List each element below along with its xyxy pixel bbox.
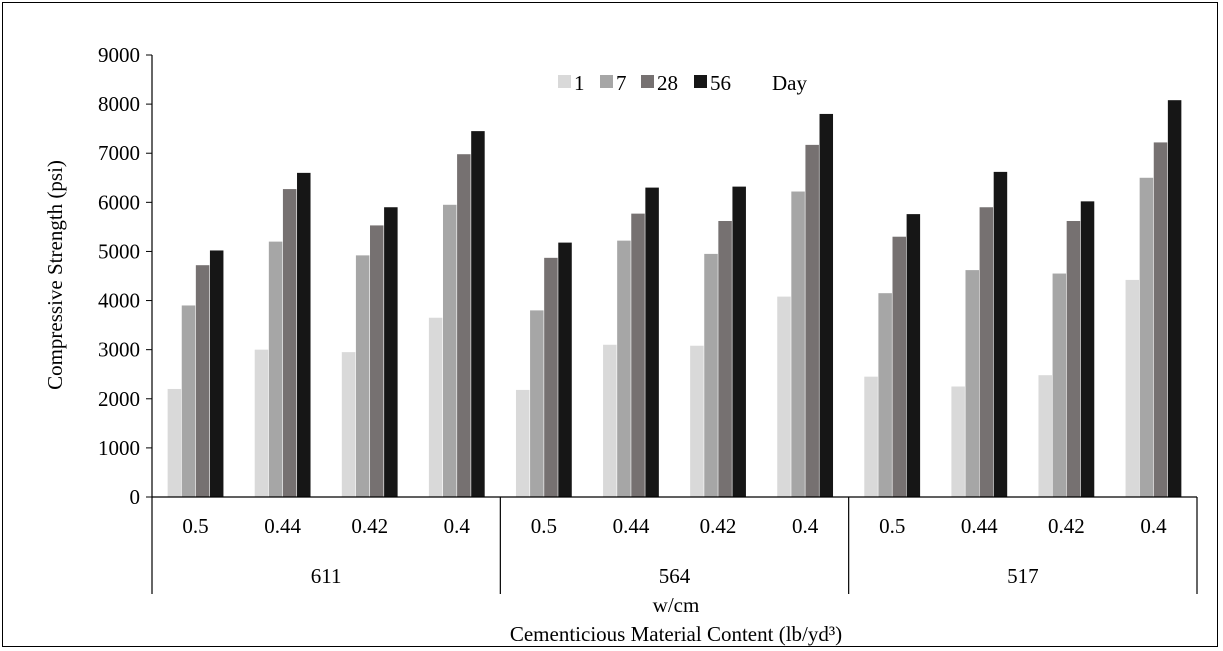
x-tick-label: 0.44: [613, 514, 650, 538]
bar-1-day: [864, 376, 878, 497]
x-tick-label: 0.4: [792, 514, 819, 538]
bar-28-day: [195, 265, 210, 497]
x-tick-label: 0.44: [961, 514, 998, 538]
x-tick-label: 0.5: [531, 514, 557, 538]
bar-56-day: [1167, 100, 1182, 497]
bar-7-day: [442, 204, 457, 498]
bar-1-day: [341, 352, 356, 497]
bar-28-day: [282, 189, 297, 497]
legend-suffix: Day: [772, 71, 807, 95]
bar-7-day: [530, 310, 544, 497]
bar-1-day: [428, 317, 443, 497]
bar-28-day: [892, 236, 907, 497]
legend: Day 1 7 28 56: [558, 71, 807, 95]
x-tick-label: 0.4: [1140, 514, 1167, 538]
bar-7-day: [181, 305, 196, 497]
bar-7-day: [704, 253, 718, 497]
x-tick-label: 0.5: [879, 514, 905, 538]
bar-28-day: [718, 220, 732, 498]
legend-swatch-28: [641, 75, 654, 88]
x-tick-label: 0.42: [1048, 514, 1085, 538]
y-tick-label: 4000: [98, 289, 140, 313]
legend-swatch-7: [600, 75, 613, 88]
x-tick-label: 0.44: [264, 514, 301, 538]
bar-1-day: [1125, 279, 1140, 497]
bar-7-day: [791, 191, 805, 498]
bar-56-day: [732, 186, 746, 497]
bar-7-day: [1139, 177, 1154, 497]
y-tick-label: 0: [130, 485, 141, 509]
bar-7-day: [965, 270, 979, 497]
bar-28-day: [544, 257, 558, 497]
bar-28-day: [1153, 142, 1168, 497]
group-label: 517: [1007, 564, 1039, 588]
legend-label-1: 1: [574, 71, 585, 95]
bar-56-day: [906, 214, 921, 497]
bar-7-day: [617, 240, 631, 497]
bar-7-day: [878, 293, 892, 497]
bar-1-day: [690, 345, 704, 497]
y-tick-label: 8000: [98, 92, 140, 116]
bar-56-day: [384, 207, 398, 497]
bar-56-day: [1080, 201, 1095, 497]
bar-56-day: [471, 131, 485, 497]
bar-1-day: [167, 388, 182, 497]
y-tick-label: 6000: [98, 190, 140, 214]
x-tick-label: 0.42: [351, 514, 388, 538]
legend-swatch-56: [694, 75, 707, 88]
bar-28-day: [1066, 220, 1081, 498]
bar-56-day: [558, 242, 572, 497]
bar-56-day: [645, 187, 659, 497]
x-tick-label: 0.5: [182, 514, 208, 538]
bar-1-day: [515, 389, 530, 497]
x-axis-label: w/cm: [653, 593, 700, 617]
bar-28-day: [979, 207, 994, 497]
bar-28-day: [370, 225, 384, 497]
bar-1-day: [777, 296, 791, 497]
bar-7-day: [1052, 273, 1067, 497]
legend-label-7: 7: [616, 71, 627, 95]
legend-label-56: 56: [710, 71, 731, 95]
y-tick-label: 2000: [98, 387, 140, 411]
bar-1-day: [254, 349, 269, 497]
bar-56-day: [209, 250, 224, 497]
bar-28-day: [805, 144, 819, 497]
bar-1-day: [951, 386, 965, 497]
bar-28-day: [457, 154, 471, 497]
bar-7-day: [355, 255, 370, 497]
bar-56-day: [819, 113, 834, 497]
bar-56-day: [993, 171, 1008, 497]
y-tick-label: 9000: [98, 43, 140, 67]
y-tick-label: 3000: [98, 338, 140, 362]
x-axis-secondary-label: Cementicious Material Content (lb/yd³): [510, 622, 842, 646]
y-tick-label: 1000: [98, 436, 140, 460]
bar-28-day: [631, 213, 645, 497]
bar-7-day: [268, 241, 283, 497]
legend-swatch-1: [558, 75, 571, 88]
x-tick-label: 0.42: [700, 514, 737, 538]
bar-1-day: [603, 344, 617, 497]
y-axis-label: Compressive Strength (psi): [43, 160, 67, 390]
bar-56-day: [297, 172, 311, 497]
legend-label-28: 28: [657, 71, 678, 95]
bar-1-day: [1038, 375, 1052, 497]
y-tick-label: 7000: [98, 141, 140, 165]
y-tick-label: 5000: [98, 239, 140, 263]
x-tick-label: 0.4: [444, 514, 471, 538]
group-label: 564: [659, 564, 691, 588]
group-label: 611: [311, 564, 342, 588]
